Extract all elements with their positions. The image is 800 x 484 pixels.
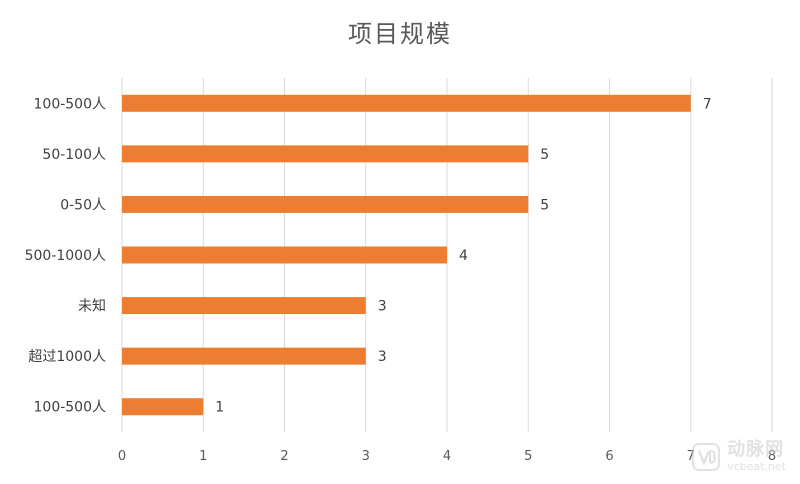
category-label-1: 50-100人 [42, 147, 106, 163]
watermark-cn: 动脉网 [727, 439, 785, 460]
category-label-6: 100-500人 [34, 400, 107, 416]
chart-title: 项目规模 [348, 20, 452, 48]
vcbeat-logo-icon [692, 442, 721, 471]
data-label-0: 7 [703, 96, 712, 112]
watermark: 动脉网 vcbeat.net [691, 441, 786, 472]
data-label-5: 3 [378, 349, 387, 365]
category-label-3: 500-1000人 [25, 248, 106, 264]
data-label-4: 3 [378, 299, 387, 315]
bar-2 [122, 195, 529, 213]
x-tick-label-1: 1 [199, 449, 207, 464]
x-tick-label-7: 7 [687, 449, 695, 464]
data-label-6: 1 [215, 400, 224, 416]
category-label-5: 超过1000人 [28, 349, 106, 365]
x-tick-label-4: 4 [443, 449, 451, 464]
data-label-1: 5 [540, 147, 549, 163]
category-label-2: 0-50人 [60, 197, 106, 213]
category-label-0: 100-500人 [34, 96, 107, 112]
bar-1 [122, 145, 529, 163]
bar-4 [122, 297, 366, 315]
x-tick-label-0: 0 [118, 449, 126, 464]
data-label-3: 4 [459, 248, 468, 264]
bar-5 [122, 347, 366, 365]
x-tick-label-3: 3 [362, 449, 370, 464]
watermark-en: vcbeat.net [727, 460, 786, 473]
x-tick-label-2: 2 [280, 449, 288, 464]
data-label-2: 5 [540, 197, 549, 213]
x-tick-label-5: 5 [524, 449, 532, 464]
bar-6 [122, 398, 204, 416]
bar-3 [122, 246, 447, 264]
bar-0 [122, 94, 691, 112]
x-tick-label-6: 6 [605, 449, 613, 464]
category-label-4: 未知 [78, 298, 106, 315]
x-tick-label-8: 8 [768, 449, 776, 464]
